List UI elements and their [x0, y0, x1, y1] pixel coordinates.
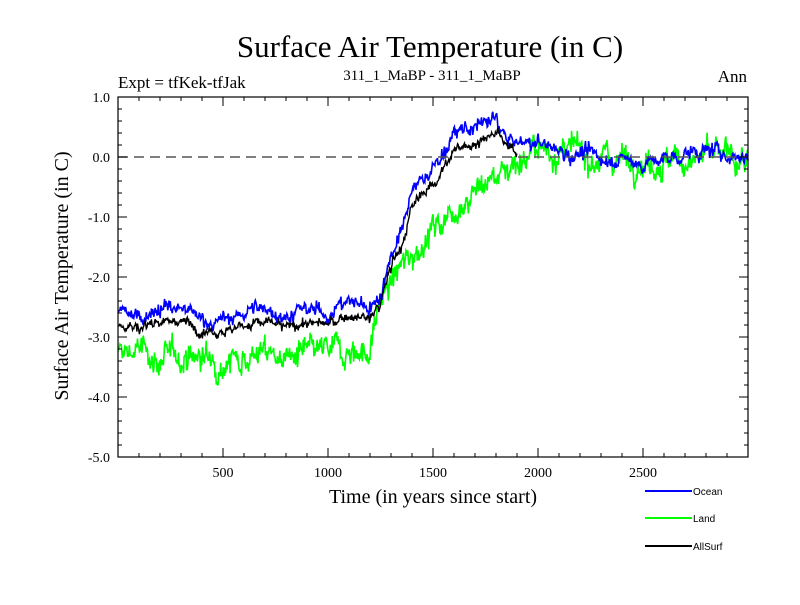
season-label: Ann: [718, 67, 748, 86]
x-tick-label: 1500: [419, 466, 447, 481]
x-tick-label: 2000: [524, 466, 552, 481]
legend-label-land: Land: [693, 514, 715, 525]
series-line-land: [117, 130, 749, 386]
y-tick-label: -3.0: [88, 331, 110, 346]
y-tick-label: 0.0: [93, 151, 111, 166]
plot-frame: [117, 96, 749, 458]
axis-layer: 500 1000 1500 2000 2500 1.0 0.0 -1.0 -2.0 -3.0 -4.…: [88, 91, 748, 481]
legend-label-allsurf: AllSurf: [693, 542, 723, 553]
legend-label-ocean: Ocean: [693, 487, 722, 498]
y-tick-label: -1.0: [88, 211, 110, 226]
series-layer: [117, 111, 749, 386]
y-tick-label: -5.0: [88, 451, 110, 466]
y-tick-label: -4.0: [88, 391, 110, 406]
x-tick-label: 1000: [314, 466, 342, 481]
x-tick-label: 2500: [629, 466, 657, 481]
legend: Ocean Land AllSurf: [645, 487, 723, 553]
y-tick-label: -2.0: [88, 271, 110, 286]
series-line-ocean: [117, 111, 749, 333]
y-axis-label: Surface Air Temperature (in C): [51, 151, 73, 400]
series-line-allsurf: [117, 127, 518, 340]
experiment-label: Expt = tfKek-tfJak: [118, 73, 246, 92]
x-axis-label: Time (in years since start): [329, 486, 537, 508]
y-tick-label: 1.0: [93, 91, 111, 106]
run-label: 311_1_MaBP - 311_1_MaBP: [343, 68, 521, 84]
x-tick-label: 500: [213, 466, 234, 481]
chart-title: Surface Air Temperature (in C): [237, 29, 623, 64]
